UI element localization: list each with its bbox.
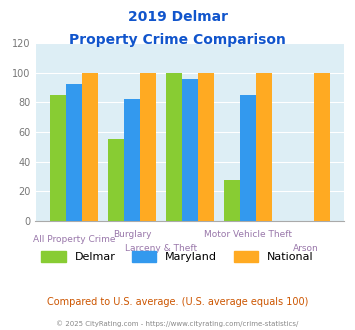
Text: Burglary: Burglary: [113, 230, 151, 239]
Bar: [124, 99, 140, 221]
Bar: [66, 84, 82, 221]
Text: All Property Crime: All Property Crime: [33, 235, 115, 244]
Text: Arson: Arson: [293, 244, 319, 253]
Legend: Delmar, Maryland, National: Delmar, Maryland, National: [37, 247, 318, 267]
Bar: [314, 73, 330, 221]
Bar: [224, 180, 240, 221]
Text: Compared to U.S. average. (U.S. average equals 100): Compared to U.S. average. (U.S. average …: [47, 297, 308, 307]
Text: © 2025 CityRating.com - https://www.cityrating.com/crime-statistics/: © 2025 CityRating.com - https://www.city…: [56, 320, 299, 327]
Bar: [50, 95, 66, 221]
Bar: [256, 73, 272, 221]
Bar: [82, 73, 98, 221]
Text: Larceny & Theft: Larceny & Theft: [125, 244, 197, 253]
Text: Motor Vehicle Theft: Motor Vehicle Theft: [204, 230, 292, 239]
Bar: [198, 73, 214, 221]
Bar: [140, 73, 156, 221]
Bar: [108, 139, 124, 221]
Bar: [240, 95, 256, 221]
Text: 2019 Delmar: 2019 Delmar: [127, 10, 228, 24]
Text: Property Crime Comparison: Property Crime Comparison: [69, 33, 286, 47]
Bar: [165, 73, 182, 221]
Bar: [182, 79, 198, 221]
